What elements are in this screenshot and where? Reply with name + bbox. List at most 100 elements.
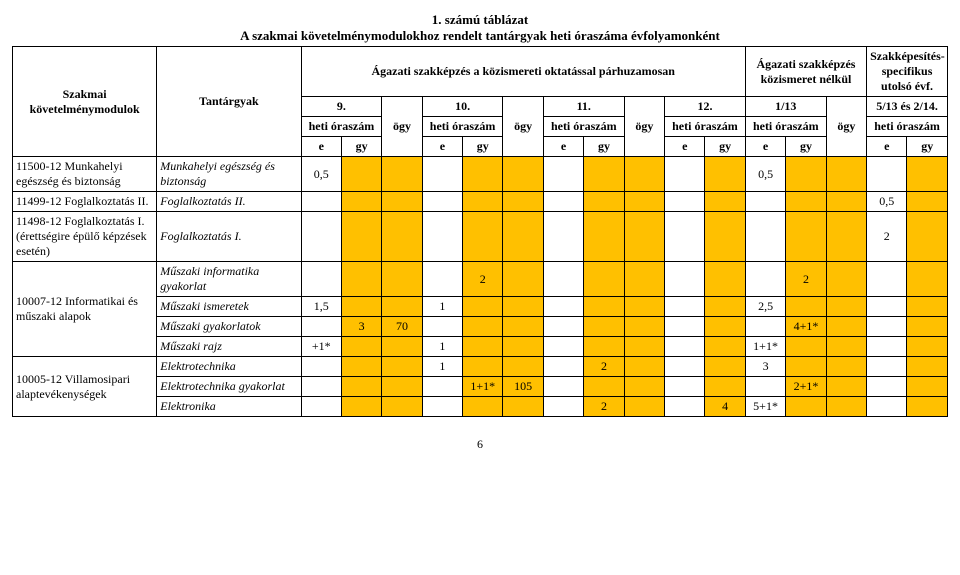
cell [584,297,624,317]
cell [382,262,422,297]
cell [907,192,948,212]
cell [382,357,422,377]
cell: 5+1* [745,397,785,417]
cell [907,337,948,357]
cell [503,357,543,377]
cell [382,192,422,212]
cell [543,357,583,377]
cell [867,337,907,357]
cell [341,397,381,417]
cell [503,157,543,192]
cell: 3 [341,317,381,337]
cell [543,337,583,357]
cell [341,212,381,262]
cell [301,357,341,377]
cell [301,317,341,337]
cell [907,357,948,377]
cell [786,192,826,212]
cell [422,317,462,337]
cell [543,262,583,297]
cell [665,192,705,212]
cell: 1 [422,297,462,317]
hdr-gy-11: gy [907,137,948,157]
cell: 2,5 [745,297,785,317]
hdr-y113: 1/13 [745,97,826,117]
hdr-heti-6: heti óraszám [867,117,948,137]
cell [503,317,543,337]
cell [907,297,948,317]
cell [665,397,705,417]
hdr-y513: 5/13 és 2/14. [867,97,948,117]
cell [584,192,624,212]
cell [301,212,341,262]
cell [382,297,422,317]
hdr-group-left: Ágazati szakképzés a közismereti oktatás… [301,47,745,97]
cell [422,157,462,192]
cell [301,377,341,397]
main-table: Szakmai követelménymodulok Tantárgyak Ág… [12,46,948,417]
cell [745,192,785,212]
table-head: Szakmai követelménymodulok Tantárgyak Ág… [13,47,948,157]
cell [624,212,664,262]
cell [341,157,381,192]
subject-cell: Elektronika [157,397,301,417]
cell [907,377,948,397]
cell [705,212,745,262]
cell [907,397,948,417]
cell [301,192,341,212]
cell [543,192,583,212]
cell [584,377,624,397]
cell [705,317,745,337]
cell [503,192,543,212]
cell [503,212,543,262]
cell [867,377,907,397]
cell: 2 [786,262,826,297]
cell: 3 [745,357,785,377]
cell [907,157,948,192]
hdr-y12: 12. [665,97,746,117]
cell [705,297,745,317]
cell [543,317,583,337]
cell [503,337,543,357]
cell [463,397,503,417]
hdr-group-spec: Szakképesítés-specifikus utolsó évf. [867,47,948,97]
module-cell: 11498-12 Foglalkoztatás I. (érettségire … [13,212,157,262]
cell [826,397,866,417]
subject-cell: Műszaki informatika gyakorlat [157,262,301,297]
cell [341,377,381,397]
hdr-gy-9: gy [786,137,826,157]
cell: 105 [503,377,543,397]
cell [382,337,422,357]
cell [503,262,543,297]
cell [463,192,503,212]
hdr-ogy-2: ögy [503,97,543,157]
subject-cell: Foglalkoztatás I. [157,212,301,262]
cell [826,297,866,317]
title-1: 1. számú táblázat [12,12,948,28]
cell [786,297,826,317]
cell [463,337,503,357]
cell [786,357,826,377]
cell [543,212,583,262]
subject-cell: Műszaki rajz [157,337,301,357]
cell [584,337,624,357]
cell [867,357,907,377]
module-cell: 10005-12 Villamosipari alaptevékenységek [13,357,157,417]
hdr-gy-5: gy [584,137,624,157]
cell [665,262,705,297]
cell [503,397,543,417]
cell [907,212,948,262]
cell [543,157,583,192]
cell [665,377,705,397]
cell [624,262,664,297]
cell [422,212,462,262]
subject-cell: Munkahelyi egészség és biztonság [157,157,301,192]
cell: +1* [301,337,341,357]
cell [745,377,785,397]
cell [705,337,745,357]
cell [867,297,907,317]
hdr-e-6: e [665,137,705,157]
cell: 70 [382,317,422,337]
cell [503,297,543,317]
cell [584,317,624,337]
